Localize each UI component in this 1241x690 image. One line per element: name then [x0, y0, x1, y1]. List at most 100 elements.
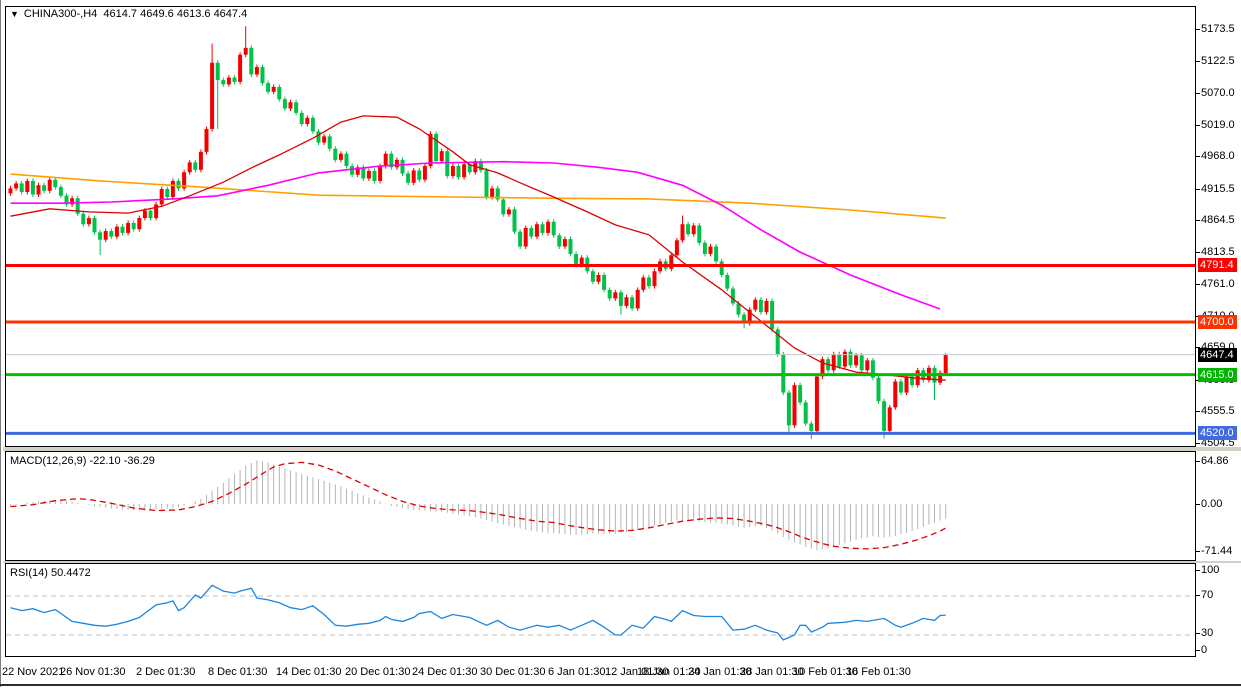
time-label: 18 Jan 01:30: [637, 666, 701, 678]
rsi-tick-tickmark: [1196, 570, 1200, 571]
bull-candle: [182, 172, 187, 189]
bull-candle: [904, 376, 909, 393]
bull-candle: [641, 277, 646, 290]
macd-tick: -71.44: [1201, 545, 1233, 557]
bull-candle: [938, 372, 943, 383]
bear-candle: [898, 381, 903, 393]
bull-candle: [764, 300, 769, 313]
price-tick-tickmark: [1196, 189, 1200, 190]
bull-candle: [523, 227, 528, 247]
bear-candle: [602, 274, 607, 290]
bull-candle: [159, 188, 164, 205]
bull-candle: [635, 289, 640, 309]
bull-candle: [865, 360, 870, 371]
bear-candle: [714, 246, 719, 262]
bull-candle: [103, 231, 108, 240]
bull-candle: [170, 180, 175, 198]
rsi-panel[interactable]: [5, 563, 1196, 657]
bull-candle: [271, 86, 276, 92]
ohlc-open: 4614.7: [103, 8, 138, 20]
bear-candle: [859, 355, 864, 371]
bear-candle: [406, 173, 411, 183]
window-left-border: [0, 0, 1, 687]
price-tick: 4915.5: [1201, 183, 1235, 195]
bear-candle: [215, 62, 220, 81]
price-tick-tickmark: [1196, 411, 1200, 412]
bull-candle: [243, 47, 248, 55]
price-chart-canvas[interactable]: [5, 6, 1196, 447]
price-tick-tickmark: [1196, 284, 1200, 285]
bull-candle: [25, 180, 30, 193]
bull-candle: [394, 159, 399, 168]
macd-panel[interactable]: [5, 451, 1196, 561]
time-label: 8 Dec 01:30: [208, 666, 268, 678]
bull-candle: [652, 271, 657, 287]
time-label: 10 Feb 01:30: [793, 666, 858, 678]
bear-candle: [249, 47, 254, 75]
bull-candle: [546, 221, 551, 233]
bull-candle: [226, 77, 231, 85]
bull-candle: [154, 204, 159, 219]
bear-candle: [299, 112, 304, 124]
bear-candle: [221, 80, 226, 85]
time-label: 2 Dec 01:30: [136, 666, 196, 678]
bear-candle: [697, 225, 702, 243]
rsi-tick: 0: [1201, 644, 1208, 656]
bull-candle: [378, 166, 383, 181]
price-axis[interactable]: 5173.5 5122.5 5070.0 5019.0 4968.0 4915.5 4864…: [1196, 0, 1241, 658]
time-label: 22 Nov 2021: [2, 666, 65, 678]
rsi-tick-tickmark: [1196, 650, 1200, 651]
bull-candle: [596, 274, 601, 282]
bear-candle: [742, 314, 747, 324]
bull-candle: [691, 225, 696, 235]
bear-candle: [484, 170, 489, 198]
bull-candle: [450, 166, 455, 176]
symbol-dropdown-icon[interactable]: ▼: [10, 9, 19, 19]
bear-candle: [417, 170, 422, 180]
bear-candle: [540, 224, 545, 233]
bear-candle: [333, 148, 338, 160]
rsi-tick: 100: [1201, 564, 1220, 576]
bear-candle: [518, 231, 523, 247]
rsi-canvas[interactable]: [5, 563, 1196, 657]
panel-separator[interactable]: [3, 561, 1241, 563]
bull-candle: [579, 257, 584, 266]
macd-canvas[interactable]: [5, 451, 1196, 561]
bull-candle: [893, 381, 898, 408]
price-tick: 5070.0: [1201, 87, 1235, 99]
ma-mid-magenta-line: [10, 160, 941, 310]
bull-candle: [428, 133, 433, 167]
ma-fast-red-line: [10, 115, 946, 381]
bear-candle: [837, 354, 842, 367]
time-axis[interactable]: 22 Nov 2021 26 Nov 01:30 2 Dec 01:30 8 Dec …: [0, 658, 1241, 684]
bear-candle: [809, 423, 814, 431]
panel-separator[interactable]: [3, 447, 1241, 451]
bull-candle: [36, 185, 41, 195]
bull-candle: [753, 299, 758, 310]
ohlc-close: 4647.4: [213, 8, 248, 20]
bull-candle: [411, 170, 416, 183]
bull-candle: [383, 153, 388, 167]
bear-candle: [400, 159, 405, 174]
price-tick-tickmark: [1196, 61, 1200, 62]
bear-candle: [607, 289, 612, 299]
bull-candle: [422, 166, 427, 180]
bear-candle: [876, 377, 881, 402]
price-badge-4791.4: 4791.4: [1198, 258, 1237, 272]
macd-tick-tickmark: [1196, 551, 1200, 552]
bear-candle: [42, 185, 47, 191]
bull-candle: [288, 102, 293, 109]
bear-candle: [277, 86, 282, 100]
bear-candle: [646, 277, 651, 287]
price-tick-tickmark: [1196, 252, 1200, 253]
price-badge-4615.0: 4615.0: [1198, 368, 1237, 382]
bear-candle: [529, 227, 534, 237]
bull-candle: [126, 223, 131, 233]
bull-candle: [338, 153, 343, 160]
price-tick-tickmark: [1196, 443, 1200, 444]
price-tick: 4504.5: [1201, 437, 1235, 449]
bear-candle: [574, 253, 579, 266]
bull-candle: [86, 218, 91, 225]
bear-candle: [467, 164, 472, 173]
price-tick: 4968.0: [1201, 150, 1235, 162]
